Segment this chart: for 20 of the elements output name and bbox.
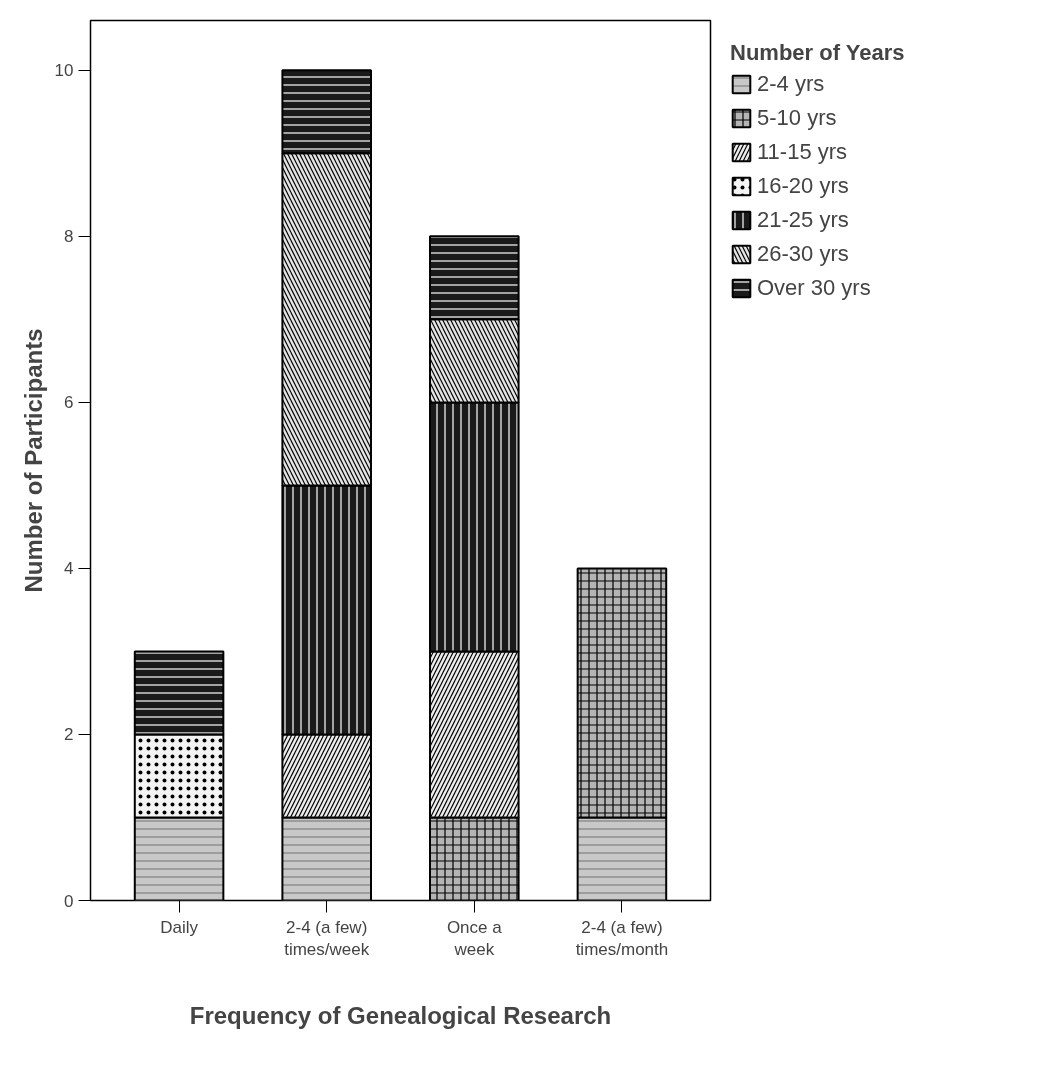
y-tick-label: 10 [54,61,74,81]
legend-label: 21-25 yrs [757,207,849,233]
y-axis-title: Number of Participants [19,328,47,593]
x-tick-label: Daily [160,917,199,937]
legend-label: Over 30 yrs [757,275,871,301]
y-tick-label: 2 [64,725,74,745]
x-tick-label: Once a week [446,917,503,960]
legend-label: 26-30 yrs [757,241,849,267]
legend-label: 5-10 yrs [757,105,837,131]
y-tick-label: 8 [64,227,74,247]
legend-title: Number of Years [730,40,905,66]
x-tick-label: 2-4 (a few) times/month [575,917,669,960]
legend-label: 11-15 yrs [757,139,848,165]
x-tick-label: 2-4 (a few) times/week [284,917,370,960]
legend-label: 2-4 yrs [757,71,825,97]
y-tick-label: 6 [64,393,74,413]
y-tick-label: 0 [64,891,74,911]
x-axis-title: Frequency of Genealogical Research [189,1002,612,1030]
legend-label: 16-20 yrs [757,173,849,199]
y-tick-label: 4 [64,559,74,579]
